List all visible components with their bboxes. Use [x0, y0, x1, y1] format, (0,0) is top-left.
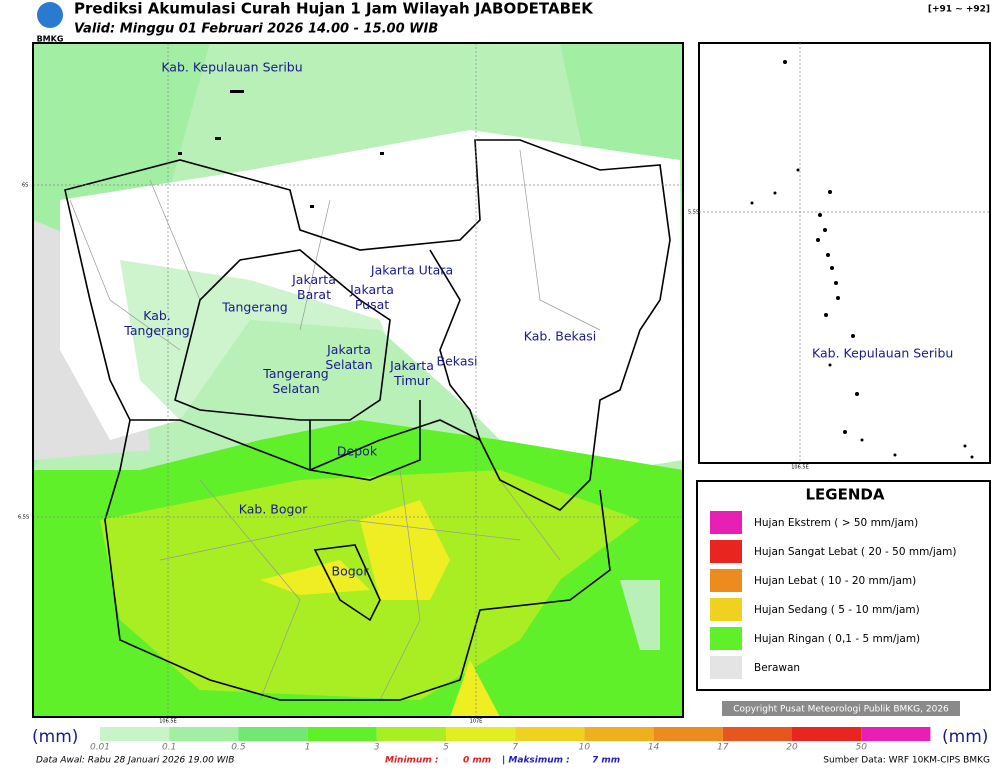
copyright-box — [722, 701, 960, 716]
lon-label: 107E — [470, 719, 483, 725]
legend-swatch — [710, 540, 742, 563]
colorbar-tick: 3 — [374, 743, 380, 753]
inset-map: Kab. Kepulauan Seribu 5.5S 106.5E — [688, 42, 991, 471]
unit-left: (mm) — [32, 727, 78, 747]
colorbar-tick: 0.5 — [231, 743, 246, 753]
inset-region-label: Kab. Kepulauan Seribu — [812, 346, 953, 361]
region-label: Jakarta — [291, 272, 336, 287]
lon-label: 106.5E — [159, 719, 176, 725]
colorbar-segment — [446, 727, 516, 741]
region-label: Kab. Bogor — [239, 502, 308, 517]
legend-title: LEGENDA — [806, 486, 885, 504]
region-label: Jakarta Utara — [370, 263, 453, 278]
colorbar-segment — [307, 727, 377, 741]
colorbar-segment — [376, 727, 446, 741]
region-label: Kab. Kepulauan Seribu — [161, 60, 302, 75]
legend: LEGENDA Hujan Ekstrem ( > 50 mm/jam) Huja… — [696, 480, 991, 691]
main-map — [33, 43, 683, 717]
region-label: Kab. — [143, 308, 171, 323]
colorbar-segment — [515, 727, 585, 741]
colorbar-segment — [584, 727, 654, 741]
code: [+91 ~ +92] — [928, 5, 990, 15]
colorbar-pad — [30, 726, 100, 742]
region-label: Tangerang — [221, 300, 287, 315]
colorbar-tick: 10 — [579, 743, 591, 753]
lat-label: 6.5S — [18, 515, 29, 521]
region-label: Tangerang — [123, 323, 189, 338]
colorbar-segment — [169, 727, 239, 741]
legend-label: Hujan Lebat ( 10 - 20 mm/jam) — [754, 575, 916, 587]
lon-label: 106.5E — [791, 465, 808, 471]
region-label: Jakarta — [349, 282, 394, 297]
legend-swatch — [710, 569, 742, 592]
max-label: | Maksimum : — [502, 756, 570, 766]
colorbar-segment — [238, 727, 308, 741]
title: Prediksi Akumulasi Curah Hujan 1 Jam Wil… — [74, 0, 594, 18]
logo-text: BMKG — [37, 35, 64, 44]
max-value: 7 mm — [592, 756, 620, 766]
colorbar-tick: 20 — [786, 743, 798, 753]
colorbar-segment — [653, 727, 723, 741]
region-label: Jakarta — [326, 342, 371, 357]
header: BMKG Prediksi Akumulasi Curah Hujan 1 Ja… — [37, 0, 990, 44]
region-label: Bekasi — [437, 354, 478, 369]
unit-right: (mm) — [942, 727, 988, 747]
colorbar-segment — [100, 727, 170, 741]
region-labels: Kab. Kepulauan Seribu Jakarta Utara Jakart… — [123, 60, 596, 579]
colorbar-tick: 14 — [648, 743, 660, 753]
region-label: Barat — [297, 287, 331, 302]
colorbar-tick: 17 — [717, 743, 729, 753]
min-value: 0 mm — [463, 756, 491, 766]
region-label: Timur — [393, 373, 431, 388]
colorbar-segment — [722, 727, 792, 741]
map-frame — [32, 42, 684, 718]
logo-icon — [37, 2, 63, 28]
legend-swatch — [710, 598, 742, 621]
source: Sumber Data: WRF 10KM-CIPS BMKG — [823, 756, 990, 766]
lat-label: 6S — [22, 183, 28, 189]
min-label: Minimum : — [385, 756, 438, 766]
copyright: Copyright Pusat Meteorologi Publik BMKG,… — [733, 705, 949, 715]
colorbar-segment — [861, 727, 931, 741]
colorbar-tick: 5 — [443, 743, 449, 753]
region-label: Kab. Bekasi — [524, 329, 596, 344]
region-label: Bogor — [332, 564, 370, 579]
colorbar-tick: 1 — [305, 743, 311, 753]
colorbar-tick: 50 — [855, 743, 867, 753]
region-label: Tangerang — [262, 366, 328, 381]
colorbar-tick: 7 — [512, 743, 518, 753]
legend-label: Berawan — [754, 662, 800, 674]
region-label: Depok — [337, 444, 378, 459]
data-awal: Data Awal: Rabu 28 Januari 2026 19.00 WI… — [36, 756, 234, 766]
legend-swatch — [710, 627, 742, 650]
legend-label: Hujan Ekstrem ( > 50 mm/jam) — [754, 517, 918, 529]
region-label: Jakarta — [389, 358, 434, 373]
colorbar-tick: 0.1 — [162, 743, 176, 753]
colorbar-segment — [792, 727, 862, 741]
colorbar: (mm) 0.01 0.1 0.5 1 3 5 7 10 14 17 20 50 (mm) — [30, 726, 988, 753]
legend-label: Hujan Ringan ( 0,1 - 5 mm/jam) — [754, 633, 920, 645]
legend-label: Hujan Sedang ( 5 - 10 mm/jam) — [754, 604, 920, 616]
legend-swatch — [710, 511, 742, 534]
region-label: Pusat — [355, 297, 389, 312]
region-label: Selatan — [325, 357, 372, 372]
legend-swatch — [710, 656, 742, 679]
subtitle: Valid: Minggu 01 Februari 2026 14.00 - 1… — [74, 22, 438, 37]
region-label: Selatan — [272, 381, 319, 396]
lat-label: 5.5S — [688, 210, 699, 216]
colorbar-tick: 0.01 — [90, 743, 110, 753]
legend-label: Hujan Sangat Lebat ( 20 - 50 mm/jam) — [754, 546, 957, 558]
